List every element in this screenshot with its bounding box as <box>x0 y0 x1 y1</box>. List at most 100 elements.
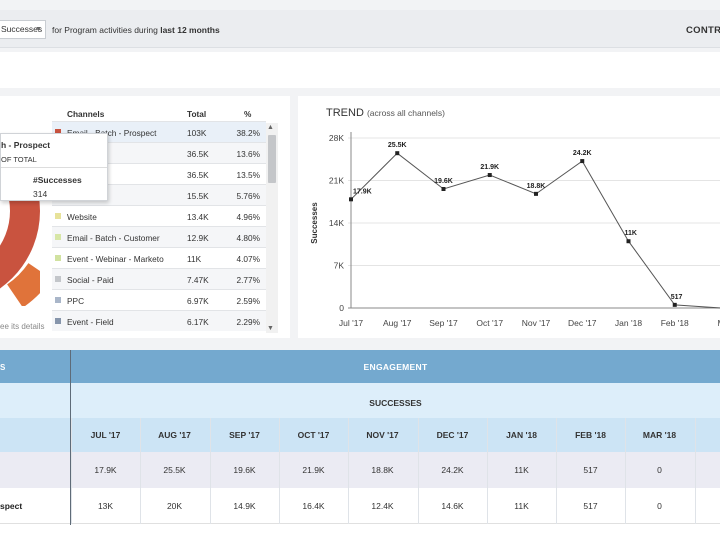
metric-select[interactable]: Successes ▼ <box>0 20 46 39</box>
channel-pct: 4.80% <box>236 233 260 243</box>
channel-total: 103K <box>187 128 207 138</box>
channel-name: PPC <box>67 296 85 306</box>
tooltip-column-header: #Successes <box>33 175 82 185</box>
month-header[interactable]: JUL '17 <box>90 430 121 440</box>
series-line <box>350 152 720 309</box>
data-label: 24.2K <box>573 150 592 157</box>
column-separator <box>210 418 211 524</box>
filter-prefix: for Program activities during <box>52 25 158 35</box>
x-tick-label: Nov '17 <box>522 318 551 328</box>
legend-swatch <box>55 255 61 261</box>
table-cell: 517 <box>583 465 598 475</box>
tooltip-subtitle: OF TOTAL <box>1 155 37 164</box>
tooltip-title: h - Prospect <box>1 140 51 150</box>
header-channels[interactable]: Channels <box>67 109 105 119</box>
data-label: 19.6K <box>434 178 453 185</box>
data-point[interactable] <box>349 197 353 202</box>
channel-pct: 2.29% <box>236 317 260 327</box>
y-tick-label: 21K <box>329 176 344 186</box>
table-cell: 14.6K <box>441 501 464 511</box>
legend-swatch <box>55 234 61 240</box>
table-row-total <box>0 452 720 488</box>
data-point[interactable] <box>441 187 446 191</box>
data-label: 517 <box>671 294 683 301</box>
x-tick-label: Jan '18 <box>615 318 642 328</box>
x-tick-label: Feb '18 <box>661 318 689 328</box>
legend-swatch <box>55 318 61 324</box>
engagement-header-band <box>0 350 720 383</box>
column-separator <box>140 418 141 524</box>
table-cell: 11K <box>514 465 529 475</box>
channel-total: 7.47K <box>187 275 209 285</box>
legend-swatch <box>55 213 61 219</box>
engagement-title: ENGAGEMENT <box>363 362 428 372</box>
month-header[interactable]: NOV '17 <box>366 430 399 440</box>
y-tick-label: 7K <box>334 261 345 271</box>
header-total[interactable]: Total <box>187 109 207 119</box>
column-separator <box>279 418 280 524</box>
month-header[interactable]: FEB '18 <box>575 430 606 440</box>
contribution-label[interactable]: CONTR <box>686 25 720 36</box>
channel-name: Email - Batch - Customer <box>67 233 160 243</box>
scroll-down-icon[interactable]: ▼ <box>267 325 274 332</box>
trend-subtitle: (across all channels) <box>366 108 445 118</box>
chevron-down-icon: ▼ <box>35 26 42 33</box>
data-point[interactable] <box>626 239 631 244</box>
month-header[interactable]: SEP '17 <box>229 430 260 440</box>
month-header[interactable]: DEC '17 <box>436 430 469 440</box>
filter-description: for Program activities during last 12 mo… <box>52 25 220 35</box>
table-cell: 18.8K <box>371 465 394 475</box>
tooltip-divider <box>1 167 107 168</box>
filter-bar: Successes ▼ for Program activities durin… <box>0 10 720 48</box>
data-point[interactable] <box>534 191 538 196</box>
channel-total: 13.4K <box>187 212 209 222</box>
table-cell: 19.6K <box>233 465 256 475</box>
header-pct[interactable]: % <box>244 109 252 119</box>
trend-line-chart[interactable]: 0 7K 14K 21K 28K Successes Jul '17 Aug '17 Sep '… <box>298 96 720 338</box>
month-header[interactable]: OCT '17 <box>297 430 330 440</box>
x-tick-label: Aug '17 <box>383 318 412 328</box>
data-label: 17.9K <box>353 188 372 195</box>
scroll-thumb[interactable] <box>268 135 276 183</box>
channels-table-header: Channels Total % <box>52 103 266 121</box>
filter-period[interactable]: last 12 months <box>160 25 220 35</box>
data-point[interactable] <box>395 151 400 156</box>
channels-scrollbar[interactable]: ▲ ▼ <box>266 123 278 333</box>
data-point[interactable] <box>487 173 492 178</box>
donut-segment-orange[interactable] <box>6 262 40 306</box>
x-tick-label: Jul '17 <box>339 318 364 328</box>
channel-total: 6.97K <box>187 296 209 306</box>
scroll-up-icon[interactable]: ▲ <box>267 124 274 131</box>
column-separator <box>71 418 72 524</box>
column-separator <box>418 418 419 524</box>
row-label-prospect[interactable]: spect <box>0 501 23 511</box>
metric-select-value: Successes <box>1 24 43 34</box>
data-point[interactable] <box>672 302 677 307</box>
month-header[interactable]: MAR '18 <box>642 430 677 440</box>
table-cell: 0 <box>657 501 662 511</box>
channel-pct: 4.07% <box>236 254 260 264</box>
channel-name: Event - Webinar - Marketo <box>67 254 164 264</box>
table-row[interactable]: Social - Paid 7.47K 2.77% <box>52 268 266 289</box>
data-label: 25.5K <box>388 142 407 149</box>
trend-title: TREND (across all channels) <box>326 107 445 119</box>
table-cell: 13K <box>97 501 114 511</box>
table-cell: 21.9K <box>302 465 325 475</box>
column-separator <box>487 418 488 524</box>
data-point[interactable] <box>580 159 585 164</box>
month-header[interactable]: AUG '17 <box>158 430 191 440</box>
month-header[interactable]: AI <box>695 430 720 440</box>
trend-title-text: TREND <box>326 107 364 119</box>
table-row[interactable]: Event - Field 6.17K 2.29% <box>52 310 266 331</box>
donut-tooltip: h - Prospect OF TOTAL #Successes 314 <box>0 133 108 201</box>
donut-chart[interactable] <box>0 116 40 306</box>
table-row[interactable]: Email - Batch - Customer 12.9K 4.80% <box>52 226 266 247</box>
donut-segment-dominant[interactable] <box>0 131 40 291</box>
table-row[interactable]: PPC 6.97K 2.59% <box>52 289 266 310</box>
data-label: 18.8K <box>527 183 546 190</box>
table-cell: 17.9K <box>94 465 117 475</box>
channel-total: 36.5K <box>187 149 209 159</box>
table-row[interactable]: Event - Webinar - Marketo 11K 4.07% <box>52 247 266 268</box>
table-row[interactable]: Website 13.4K 4.96% <box>52 205 266 226</box>
month-header[interactable]: JAN '18 <box>506 430 537 440</box>
